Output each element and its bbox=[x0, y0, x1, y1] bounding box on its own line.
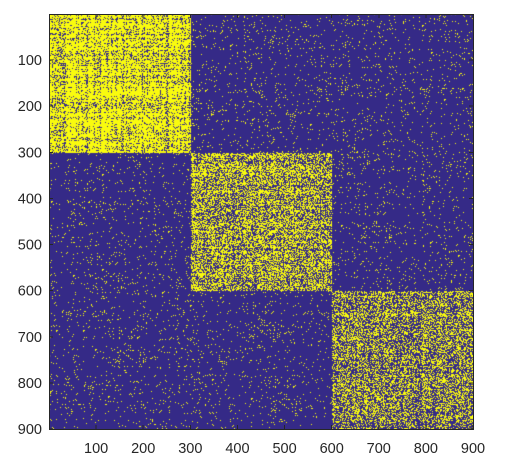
x-tick-label: 500 bbox=[272, 441, 296, 457]
x-tick-label: 900 bbox=[461, 441, 485, 457]
x-axis: 100 200 300 400 500 600 700 800 900 bbox=[84, 14, 485, 457]
y-tick-label: 300 bbox=[18, 145, 42, 161]
heatmap-image bbox=[49, 14, 473, 429]
x-tick-label: 100 bbox=[84, 441, 108, 457]
y-tick-label: 900 bbox=[18, 422, 42, 438]
x-tick-label: 600 bbox=[320, 441, 344, 457]
y-tick-label: 500 bbox=[18, 238, 42, 254]
x-tick-label: 200 bbox=[131, 441, 155, 457]
x-tick-label: 300 bbox=[178, 441, 202, 457]
axes-box bbox=[49, 14, 474, 430]
y-tick-label: 100 bbox=[18, 53, 42, 69]
x-tick-label: 700 bbox=[367, 441, 391, 457]
x-tick-label: 400 bbox=[225, 441, 249, 457]
x-tick-label: 800 bbox=[414, 441, 438, 457]
y-tick-label: 200 bbox=[18, 99, 42, 115]
y-tick-label: 800 bbox=[18, 376, 42, 392]
y-tick-label: 400 bbox=[18, 191, 42, 207]
y-tick-label: 600 bbox=[18, 284, 42, 300]
y-axis: 100 200 300 400 500 600 700 800 900 bbox=[18, 53, 473, 438]
y-tick-label: 700 bbox=[18, 330, 42, 346]
